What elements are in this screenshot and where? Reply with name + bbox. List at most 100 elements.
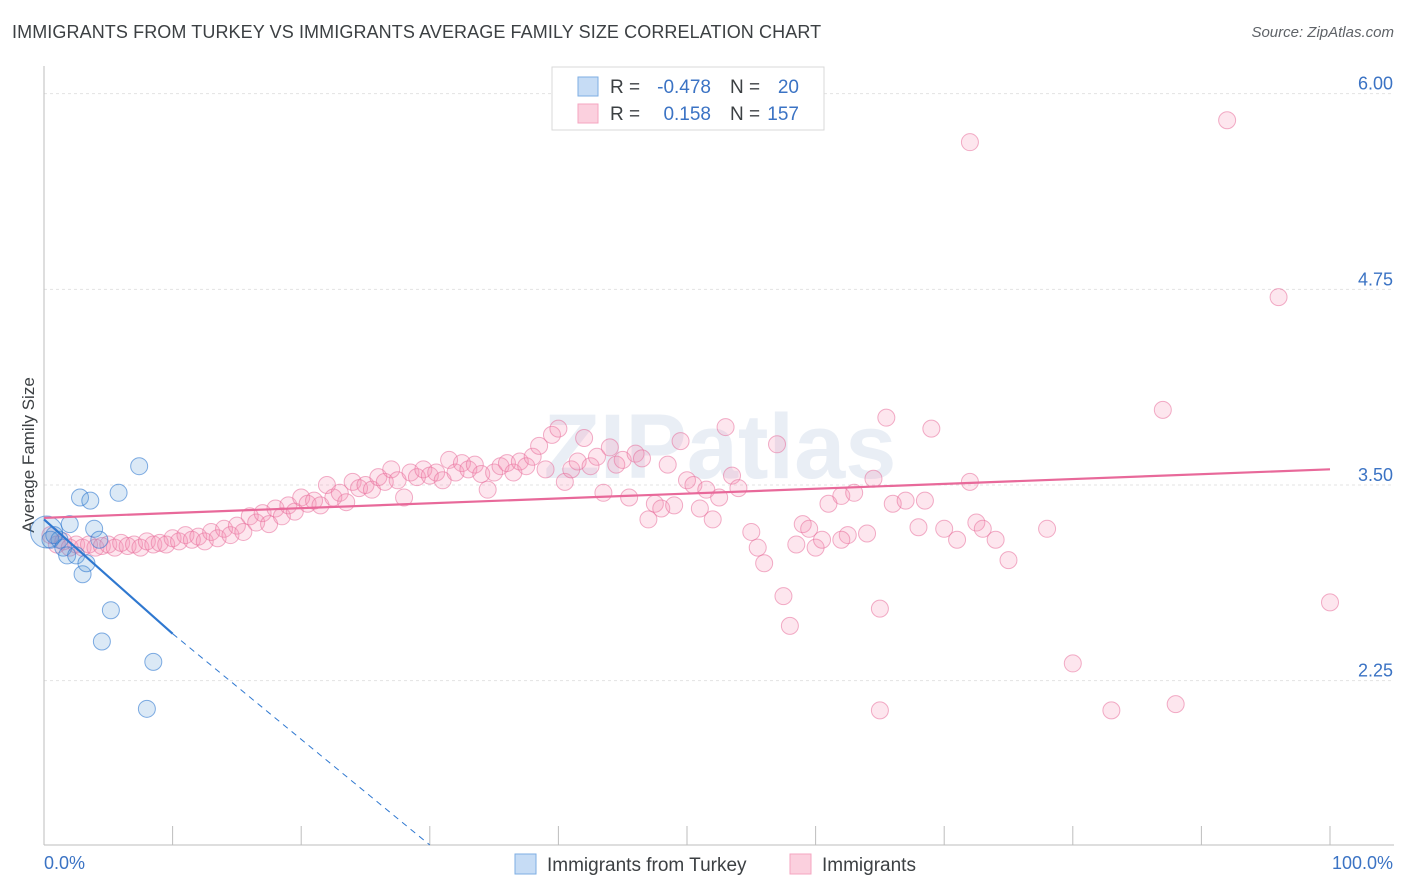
watermark: ZIPatlas [544, 396, 897, 498]
immigrants-r-label: R = [610, 104, 640, 125]
immigrants-n-value: 157 [767, 104, 799, 125]
turkey-point [92, 632, 111, 651]
immigrants-point [838, 526, 857, 545]
immigrants-point [755, 554, 774, 573]
immigrants-point [1153, 400, 1172, 419]
immigrants-point [247, 513, 266, 532]
immigrants-point [793, 515, 812, 534]
trend-lines [43, 468, 1331, 846]
immigrants-point [1063, 654, 1082, 673]
immigrants-n-label: N = [730, 104, 760, 125]
immigrants-r-value: 0.158 [663, 104, 711, 125]
immigrants-point [948, 530, 967, 549]
axes [43, 66, 1394, 846]
y-tick-label-3: 6.00 [1358, 74, 1393, 94]
immigrants-point [922, 419, 941, 438]
series-immigrants-from-turkey [30, 457, 163, 718]
immigrants-point [1102, 701, 1121, 720]
turkey-trend-line [43, 518, 174, 635]
immigrants-point [780, 616, 799, 635]
immigrants-point [877, 408, 896, 427]
series-legend: Immigrants from Turkey Immigrants [514, 853, 916, 876]
immigrants-point [523, 447, 542, 466]
immigrants-point [800, 519, 819, 538]
immigrants-point [517, 457, 536, 476]
x-tick-labels: 0.0% 100.0% [44, 853, 1393, 873]
immigrants-point [1166, 695, 1185, 714]
x-tick-label-0: 0.0% [44, 853, 85, 873]
immigrants-point [382, 460, 401, 479]
turkey-point [60, 515, 79, 534]
immigrants-point [748, 538, 767, 557]
immigrants-point [774, 587, 793, 606]
immigrants-point [864, 469, 883, 488]
turkey-point [73, 565, 92, 584]
immigrants-point [530, 436, 549, 455]
gridlines [44, 93, 1394, 682]
immigrants-point [594, 483, 613, 502]
immigrants-point [678, 471, 696, 490]
immigrants-point [935, 519, 954, 538]
turkey-swatch [577, 76, 599, 97]
y-tick-label-1: 3.50 [1358, 465, 1393, 485]
turkey-point [81, 491, 100, 510]
legend-turkey-label: Immigrants from Turkey [547, 855, 747, 876]
source-credit: Source: ZipAtlas.com [1251, 24, 1394, 41]
immigrants-point [858, 524, 877, 543]
immigrants-point [870, 701, 889, 720]
immigrants-point [176, 526, 195, 545]
legend-immigrants-label: Immigrants [822, 855, 916, 876]
turkey-point [130, 457, 149, 476]
immigrants-point [671, 432, 690, 451]
turkey-n-value: 20 [778, 77, 799, 98]
immigrants-swatch [577, 103, 599, 124]
immigrants-point [960, 133, 979, 152]
turkey-point [109, 483, 128, 502]
chart-title: IMMIGRANTS FROM TURKEY VS IMMIGRANTS AVE… [12, 22, 822, 42]
stats-legend: R = -0.478 N = 20 R = 0.158 N = 157 [551, 66, 825, 131]
immigrants-point [1038, 519, 1057, 538]
immigrants-point [665, 496, 684, 515]
immigrants-point [1269, 288, 1288, 307]
immigrants-point [587, 447, 606, 466]
turkey-point [101, 601, 120, 620]
legend-turkey-swatch [514, 853, 537, 875]
immigrants-point [768, 435, 787, 454]
turkey-n-label: N = [730, 77, 760, 98]
y-tick-labels: 2.25 3.50 4.75 6.00 [1358, 74, 1393, 681]
immigrants-point [600, 438, 619, 457]
immigrants-point [909, 518, 928, 537]
immigrants-point [395, 488, 414, 507]
immigrants-point [105, 538, 124, 557]
immigrants-point [832, 530, 851, 549]
immigrants-point [549, 419, 568, 438]
immigrants-point [1321, 593, 1339, 612]
y-axis-title: Average Family Size [19, 377, 38, 533]
immigrants-point [472, 465, 491, 484]
turkey-point [58, 546, 77, 565]
immigrants-point [607, 455, 626, 474]
y-tick-label-2: 4.75 [1358, 269, 1393, 289]
immigrants-point [813, 530, 832, 549]
immigrants-point [703, 510, 722, 529]
immigrants-point [575, 429, 594, 448]
turkey-r-value: -0.478 [657, 77, 711, 98]
immigrants-point [915, 491, 934, 510]
turkey-point [90, 530, 109, 549]
immigrants-point [658, 455, 677, 474]
turkey-point [71, 488, 90, 507]
immigrants-point [478, 480, 497, 499]
x-tick-label-1: 100.0% [1332, 853, 1393, 873]
turkey-trend-extension [172, 633, 431, 846]
immigrants-point [690, 499, 709, 518]
immigrants-point [729, 479, 748, 498]
immigrants-point [716, 418, 735, 437]
immigrants-point [536, 460, 555, 479]
immigrants-point [144, 535, 163, 554]
immigrants-point [973, 519, 992, 538]
immigrants-point [742, 522, 761, 541]
immigrants-point [234, 522, 253, 541]
immigrants-point [581, 457, 600, 476]
immigrants-point [1218, 111, 1237, 130]
